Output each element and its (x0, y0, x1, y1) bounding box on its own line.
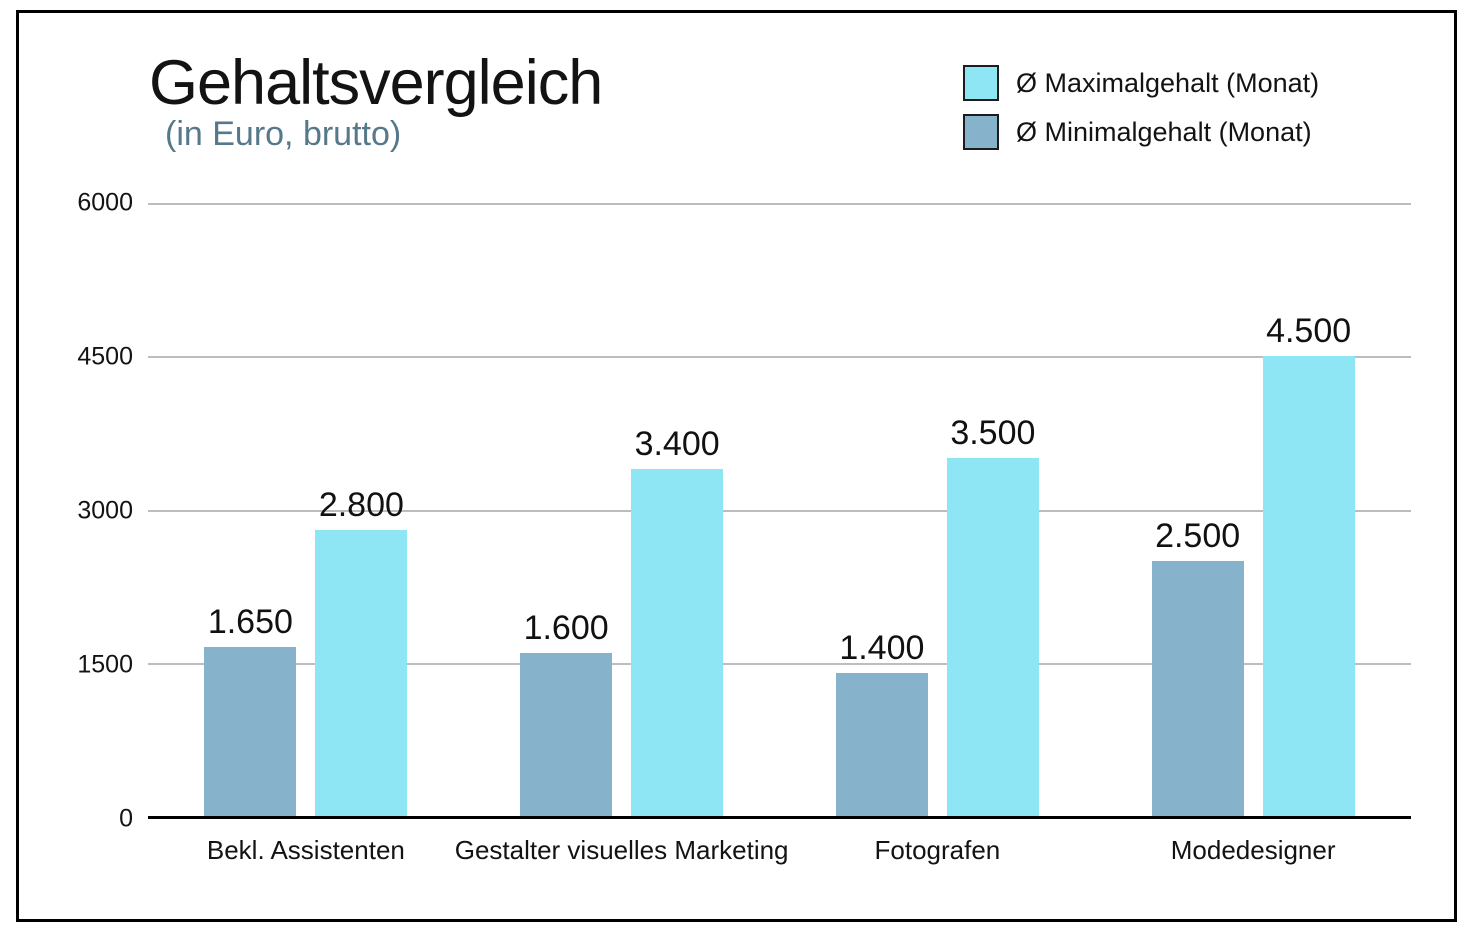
x-axis-label: Bekl. Assistenten (206, 835, 405, 865)
chart-title: Gehaltsvergleich (149, 48, 603, 118)
plot-area: 1.650 2.800 1.600 3.400 1.400 3.500 2.500 4.500 (148, 203, 1411, 819)
x-axis: Bekl. Assistenten Gestalter visuelles Mar… (148, 835, 1411, 875)
x-axis-label: Modedesigner (1170, 835, 1336, 865)
bar-value-label: 2.500 (1155, 516, 1241, 555)
legend-item-min: Ø Minimalgehalt (Monat) (963, 114, 1319, 150)
chart-frame: Gehaltsvergleich (in Euro, brutto) Ø Max… (16, 10, 1457, 922)
bar-value-label: 3.500 (950, 414, 1036, 453)
y-axis-tick-label: 4500 (77, 342, 133, 371)
y-axis-tick-label: 1500 (77, 650, 133, 679)
x-axis-label: Fotografen (874, 835, 1001, 865)
bar-max: 2.800 (315, 488, 408, 816)
y-axis-tick-label: 0 (119, 804, 133, 833)
bar-max: 3.400 (631, 427, 724, 816)
gridline (148, 662, 1411, 665)
bar-value-label: 3.400 (634, 424, 720, 463)
bar-value-label: 1.600 (523, 608, 609, 647)
legend-item-max: Ø Maximalgehalt (Monat) (963, 65, 1319, 101)
y-axis-tick-label: 6000 (77, 188, 133, 217)
bar-max: 4.500 (1262, 314, 1355, 816)
bar-value-label: 1.400 (839, 628, 925, 667)
y-axis: 0 1500 3000 4500 6000 (19, 189, 133, 833)
bar-min: 1.650 (204, 605, 297, 816)
legend: Ø Maximalgehalt (Monat) Ø Minimalgehalt … (963, 65, 1319, 150)
legend-swatch-max-icon (963, 65, 999, 101)
bar-value-label: 4.500 (1266, 312, 1352, 351)
bar-max: 3.500 (946, 416, 1039, 816)
bar-min: 1.600 (520, 611, 613, 816)
y-axis-tick-label: 3000 (77, 496, 133, 525)
bar-min: 2.500 (1151, 519, 1244, 816)
gridline (148, 356, 1411, 359)
gridline (148, 203, 1411, 205)
legend-swatch-min-icon (963, 114, 999, 150)
bar-value-label: 1.650 (207, 603, 293, 642)
gridline (148, 509, 1411, 512)
bar-min: 1.400 (835, 631, 928, 816)
bar-value-label: 2.800 (318, 485, 404, 524)
chart-subtitle: (in Euro, brutto) (165, 115, 402, 153)
legend-label-min: Ø Minimalgehalt (Monat) (1016, 116, 1312, 147)
x-axis-label: Gestalter visuelles Marketing (454, 835, 789, 865)
legend-label-max: Ø Maximalgehalt (Monat) (1016, 67, 1320, 98)
